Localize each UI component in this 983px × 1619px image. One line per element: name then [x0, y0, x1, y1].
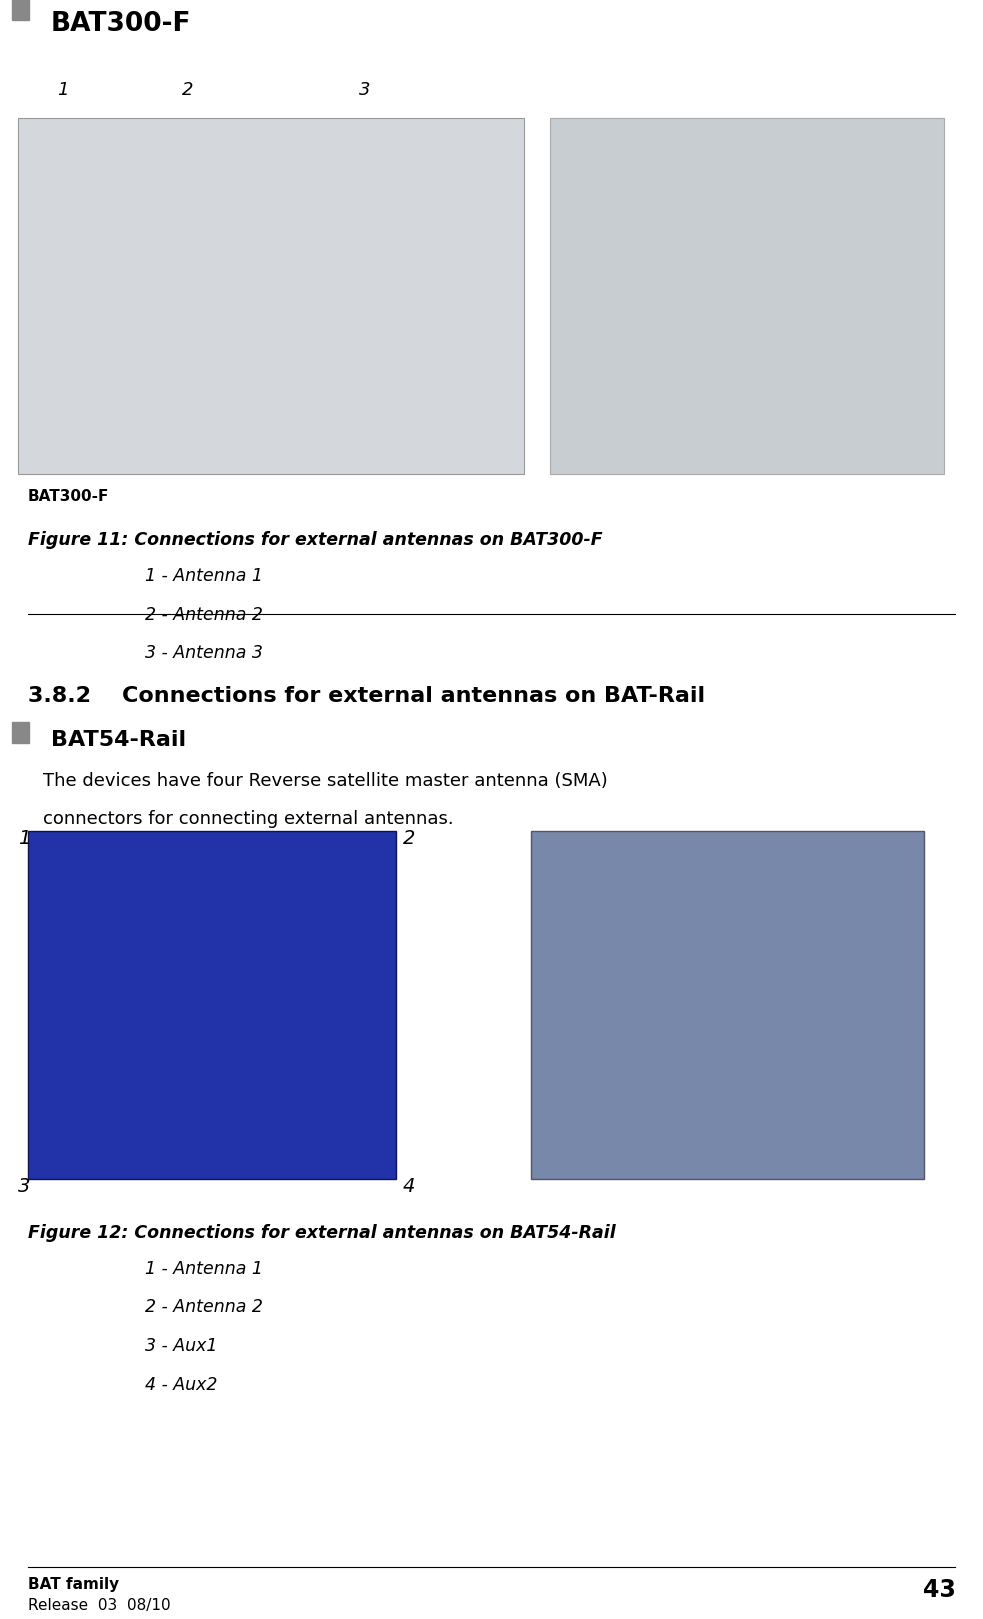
Text: Figure 11: Connections for external antennas on BAT300-F: Figure 11: Connections for external ante… — [28, 531, 603, 549]
Text: BAT300-F: BAT300-F — [51, 10, 192, 37]
Text: 3.8.2    Connections for external antennas on BAT-Rail: 3.8.2 Connections for external antennas … — [28, 686, 705, 706]
Text: connectors for connecting external antennas.: connectors for connecting external anten… — [43, 810, 454, 827]
Bar — [12, 722, 29, 743]
Text: 3 - Antenna 3: 3 - Antenna 3 — [145, 644, 263, 662]
FancyBboxPatch shape — [28, 831, 396, 1179]
Text: 1 - Antenna 1: 1 - Antenna 1 — [145, 1260, 263, 1277]
Text: 2 - Antenna 2: 2 - Antenna 2 — [145, 606, 263, 623]
Text: 1: 1 — [18, 829, 30, 848]
Text: BAT family: BAT family — [28, 1577, 119, 1591]
Text: BAT300-F: BAT300-F — [28, 489, 109, 504]
FancyBboxPatch shape — [531, 831, 924, 1179]
Text: 2: 2 — [403, 829, 416, 848]
Text: The devices have four Reverse satellite master antenna (SMA): The devices have four Reverse satellite … — [43, 772, 608, 790]
Text: 3 - Aux1: 3 - Aux1 — [145, 1337, 218, 1355]
Text: 1: 1 — [57, 81, 69, 99]
Text: 3: 3 — [18, 1177, 30, 1196]
Text: Release  03  08/10: Release 03 08/10 — [28, 1598, 170, 1613]
Text: 3: 3 — [359, 81, 371, 99]
Text: 43: 43 — [923, 1579, 955, 1601]
Text: Figure 12: Connections for external antennas on BAT54-Rail: Figure 12: Connections for external ante… — [28, 1224, 615, 1242]
Text: 4: 4 — [403, 1177, 416, 1196]
Text: 4 - Aux2: 4 - Aux2 — [145, 1376, 218, 1394]
FancyBboxPatch shape — [18, 118, 524, 474]
Text: 2: 2 — [182, 81, 194, 99]
FancyBboxPatch shape — [550, 118, 944, 474]
Text: BAT54-Rail: BAT54-Rail — [51, 730, 186, 750]
Text: 1 - Antenna 1: 1 - Antenna 1 — [145, 567, 263, 584]
Text: 2 - Antenna 2: 2 - Antenna 2 — [145, 1298, 263, 1316]
Bar — [12, 0, 29, 19]
